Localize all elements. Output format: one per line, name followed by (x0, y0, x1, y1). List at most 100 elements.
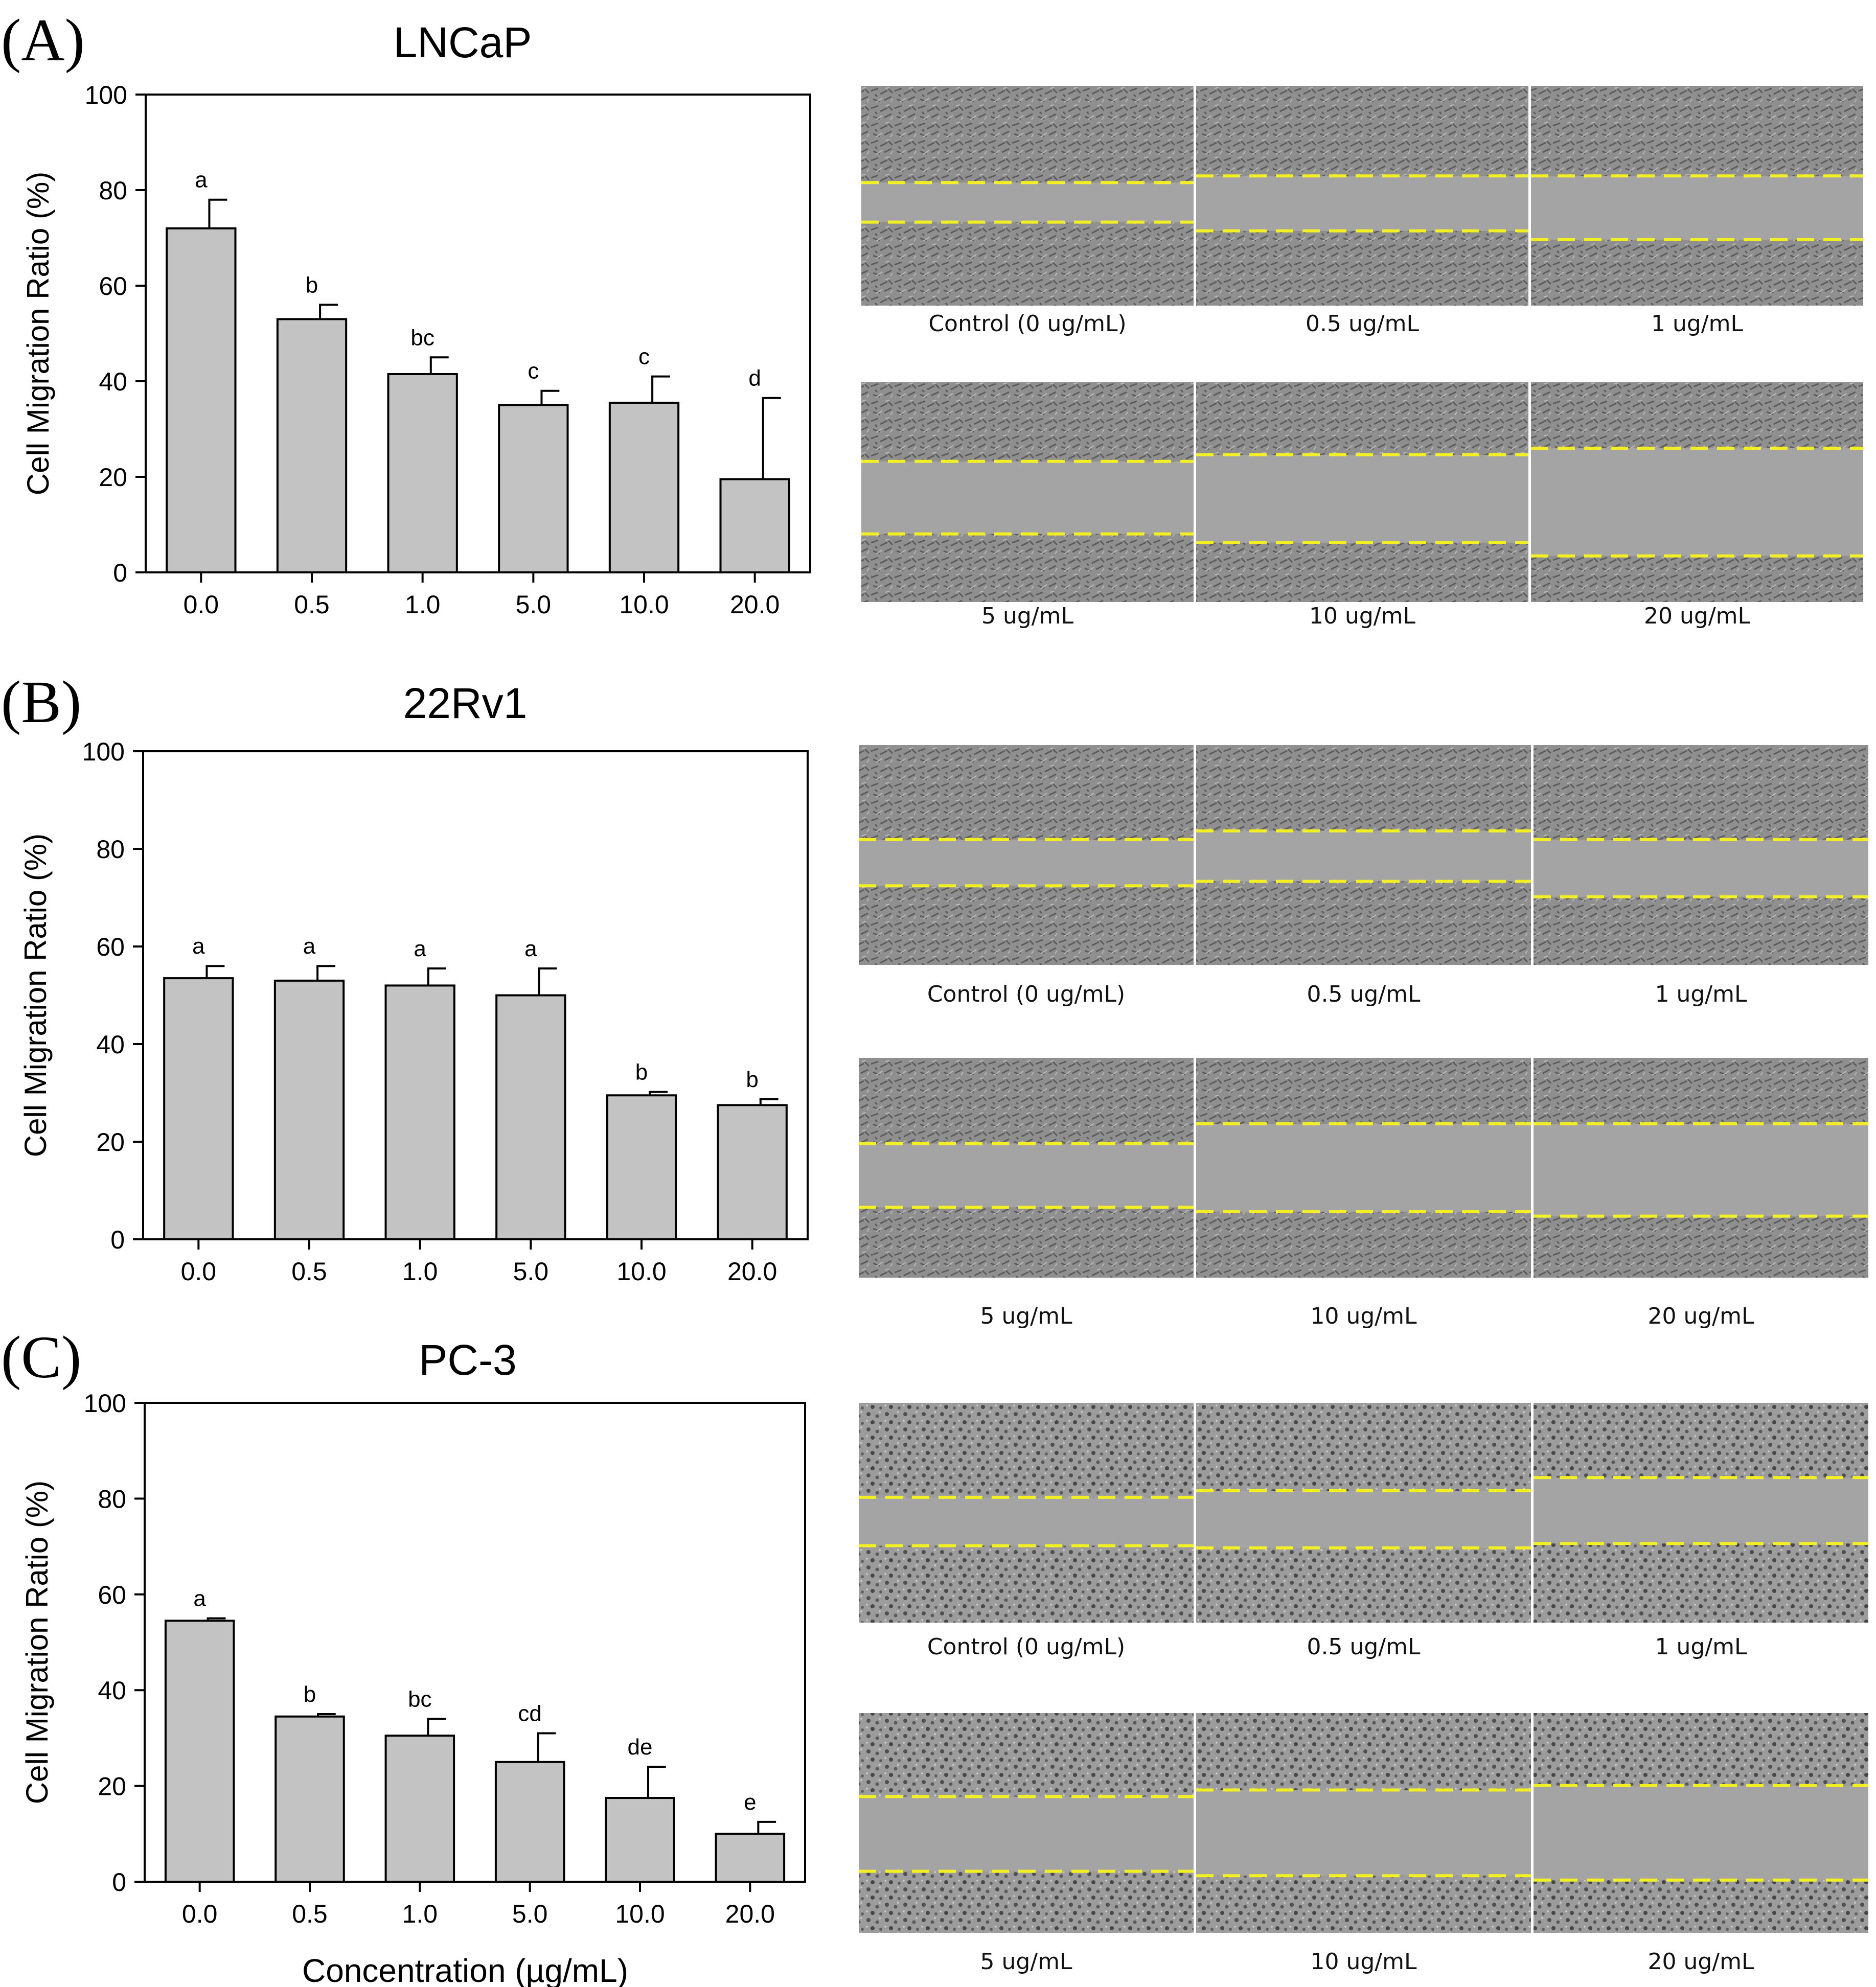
significance-label: c (528, 359, 539, 384)
scratch-gap (1534, 1477, 1868, 1544)
image-caption: 0.5 ug/mL (1307, 981, 1421, 1007)
bar (719, 478, 790, 573)
bar (495, 994, 566, 1240)
y-tick-label: 60 (96, 933, 125, 961)
y-tick-label: 100 (84, 1389, 126, 1418)
micrograph: 20 ug/mL (1531, 382, 1863, 629)
panel-label: (A) (1, 7, 85, 74)
y-tick-label: 80 (99, 176, 127, 205)
bar (276, 318, 348, 573)
scratch-gap (1196, 176, 1528, 231)
significance-label: cd (518, 1701, 541, 1726)
x-tick-label: 0.0 (184, 590, 219, 619)
x-tick-label: 10.0 (615, 1900, 665, 1928)
bar (273, 979, 345, 1240)
image-caption: Control (0 ug/mL) (928, 311, 1126, 337)
micrograph: 20 ug/mL (1534, 1058, 1868, 1329)
scratch-gap (1196, 830, 1531, 882)
micrograph: 0.5 ug/mL (1196, 86, 1528, 337)
y-tick-label: 20 (99, 463, 127, 492)
bar (274, 1715, 345, 1883)
significance-label: a (303, 934, 316, 959)
significance-label: b (635, 1060, 648, 1085)
bar (384, 984, 455, 1241)
scratch-gap (1534, 839, 1868, 897)
significance-label: a (414, 936, 426, 961)
x-tick-label: 5.0 (512, 1900, 548, 1928)
x-tick-label: 1.0 (402, 1900, 438, 1928)
image-caption: 0.5 ug/mL (1306, 311, 1419, 337)
significance-label: bc (408, 1686, 431, 1712)
image-caption: 10 ug/mL (1311, 1949, 1417, 1975)
x-axis-label: Concentration (µg/mL) (302, 1952, 628, 1987)
micrograph: 5 ug/mL (861, 382, 1194, 629)
x-tick-label: 10.0 (616, 1257, 666, 1286)
y-axis-label: Cell Migration Ratio (%) (18, 834, 53, 1158)
micrograph: 10 ug/mL (1196, 1713, 1531, 1975)
x-tick-label: 1.0 (402, 1257, 438, 1286)
scratch-gap (1196, 1491, 1531, 1548)
bar-chart: 0 20 40 60 80 100 Cell Migration Ratio (%) a 0.0… (18, 737, 809, 1286)
micrograph: 10 ug/mL (1196, 382, 1528, 629)
x-tick-label: 5.0 (516, 590, 552, 619)
micrograph: Control (0 ug/mL) (859, 745, 1194, 1007)
significance-label: de (628, 1735, 653, 1760)
scratch-image-grid: Control (0 ug/mL) 0.5 ug/mL 1 ug/mL 5 ug/mL… (859, 1403, 1868, 1975)
image-caption: 5 ug/mL (981, 603, 1073, 629)
significance-label: c (638, 344, 650, 369)
scratch-gap (859, 1143, 1194, 1208)
bar (164, 1620, 235, 1883)
x-tick-label: 10.0 (619, 590, 669, 619)
y-tick-label: 40 (98, 1676, 126, 1705)
scratch-image-grid: Control (0 ug/mL) 0.5 ug/mL 1 ug/mL 5 ug/mL… (861, 86, 1863, 629)
micrograph: 5 ug/mL (859, 1058, 1194, 1329)
plot-frame (145, 94, 811, 573)
x-tick-label: 20.0 (727, 1257, 777, 1286)
scratch-gap (1534, 1785, 1868, 1880)
significance-label: b (306, 272, 318, 297)
y-tick-label: 40 (96, 1030, 125, 1059)
y-tick-label: 60 (99, 272, 127, 301)
y-tick-label: 80 (96, 835, 125, 864)
bar-chart: 0 20 40 60 80 100 Cell Migration Ratio (%) a 0.0… (20, 1389, 806, 1928)
x-tick-label: 20.0 (725, 1900, 775, 1928)
scratch-gap (859, 839, 1194, 886)
image-caption: 0.5 ug/mL (1307, 1634, 1421, 1660)
image-caption: Control (0 ug/mL) (927, 981, 1125, 1007)
significance-label: bc (410, 325, 434, 350)
bar (384, 1735, 455, 1883)
micrograph: 1 ug/mL (1534, 745, 1868, 1007)
plot-frame (142, 750, 809, 1240)
x-tick-label: 20.0 (730, 590, 780, 619)
scratch-image-grid: Control (0 ug/mL) 0.5 ug/mL 1 ug/mL 5 ug/mL… (859, 745, 1868, 1329)
image-caption: 1 ug/mL (1655, 1634, 1747, 1660)
micrograph: 10 ug/mL (1196, 1058, 1531, 1329)
significance-label: b (746, 1067, 758, 1092)
y-tick-label: 20 (96, 1128, 125, 1157)
chart-title: PC-3 (419, 1336, 516, 1384)
bar (715, 1833, 786, 1883)
bar (166, 227, 237, 573)
scratch-gap (1196, 454, 1528, 543)
scratch-gap (1534, 1124, 1868, 1216)
significance-label: b (304, 1682, 316, 1707)
x-tick-label: 0.5 (294, 590, 330, 619)
micrograph: 0.5 ug/mL (1196, 1403, 1531, 1660)
bar (605, 1797, 675, 1883)
micrograph: 5 ug/mL (859, 1713, 1194, 1975)
y-tick-label: 100 (85, 81, 127, 109)
scratch-gap (1196, 1124, 1531, 1212)
bar (163, 977, 234, 1240)
image-caption: 1 ug/mL (1651, 311, 1743, 337)
panel-label: (B) (1, 668, 81, 735)
image-caption: 5 ug/mL (980, 1949, 1072, 1975)
bar (498, 404, 569, 573)
x-tick-label: 0.5 (292, 1900, 328, 1928)
micrograph: 0.5 ug/mL (1196, 745, 1531, 1007)
bar-chart: 0 20 40 60 80 100 Cell Migration Ratio (%) a 0.0… (21, 81, 811, 619)
significance-label: a (192, 934, 205, 959)
image-caption: 20 ug/mL (1648, 1949, 1754, 1975)
y-tick-label: 100 (82, 737, 125, 766)
scratch-gap (1531, 176, 1863, 240)
